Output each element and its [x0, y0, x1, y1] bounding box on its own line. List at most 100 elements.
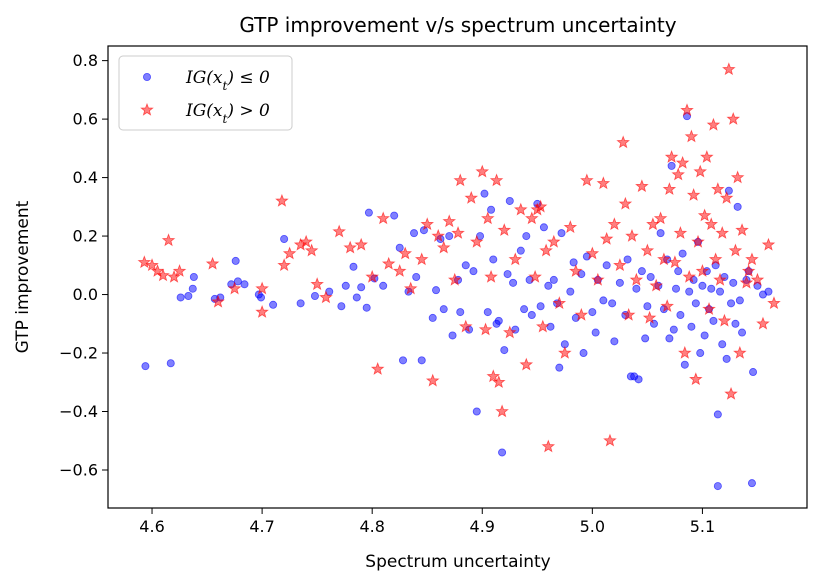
star-point-7	[205, 256, 220, 270]
circle-point-95	[634, 375, 643, 384]
circle-point-80	[579, 349, 588, 358]
star-point-96	[680, 103, 694, 117]
star-point-115	[722, 62, 736, 76]
star-point-32	[425, 373, 440, 387]
star-point-64	[558, 345, 572, 359]
circle-point-17	[310, 292, 319, 301]
star-point-37	[451, 225, 465, 239]
circle-point-19	[337, 302, 346, 311]
x-axis-label: Spectrum uncertainty	[365, 552, 550, 572]
circle-point-82	[588, 308, 597, 317]
circle-point-63	[522, 232, 531, 241]
star-point-92	[671, 167, 685, 181]
circle-point-70	[546, 322, 555, 331]
circle-point-96	[637, 267, 646, 276]
circle-point-59	[509, 278, 518, 287]
star-point-80	[629, 272, 644, 286]
star-point-52	[508, 252, 523, 266]
star-point-63	[552, 296, 567, 310]
star-point-58	[533, 199, 548, 213]
star-point-95	[678, 345, 692, 359]
star-point-60	[539, 243, 553, 257]
circle-point-52	[489, 255, 498, 264]
star-point-97	[682, 269, 697, 283]
circle-point-23	[357, 283, 366, 292]
star-point-53	[514, 202, 528, 216]
circle-point-111	[678, 249, 687, 258]
star-point-41	[469, 234, 484, 248]
circle-point-34	[417, 356, 426, 365]
circle-point-74	[557, 229, 566, 238]
circle-point-130	[718, 340, 727, 349]
star-point-94	[675, 155, 690, 169]
y-tick-label: −0.2	[59, 344, 98, 363]
star-point-74	[607, 217, 622, 231]
star-point-88	[660, 299, 674, 313]
y-axis-label: GTP improvement	[13, 200, 33, 353]
star-point-72	[599, 231, 614, 245]
star-point-128	[767, 296, 781, 310]
star-point-98	[684, 129, 699, 143]
circle-point-2	[176, 293, 185, 302]
star-point-125	[750, 272, 765, 286]
circle-point-47	[472, 407, 481, 416]
circle-point-35	[419, 226, 428, 235]
star-point-117	[726, 111, 741, 125]
circle-point-89	[615, 278, 624, 287]
circle-point-57	[503, 270, 512, 279]
star-point-78	[621, 307, 636, 321]
star-point-6	[172, 264, 187, 277]
star-point-105	[700, 149, 714, 163]
circle-point-142	[747, 479, 756, 488]
circle-point-13	[257, 293, 266, 302]
circle-point-16	[296, 299, 305, 308]
x-tick-label: 5.0	[580, 517, 605, 536]
star-point-127	[761, 237, 776, 251]
star-point-14	[282, 246, 297, 260]
circle-point-51	[487, 205, 496, 214]
circle-point-99	[646, 272, 655, 281]
star-point-12	[275, 193, 289, 207]
star-point-30	[414, 252, 429, 266]
circle-point-30	[399, 356, 408, 365]
star-point-62	[547, 234, 561, 248]
star-point-38	[453, 173, 468, 187]
plot-frame	[107, 45, 808, 509]
circle-point-5	[189, 272, 198, 281]
x-tick-label: 4.9	[470, 517, 495, 536]
y-axis: −0.6 −0.4 −0.2 0.0 0.2 0.4 0.6 0.8	[59, 51, 108, 479]
star-point-82	[640, 243, 655, 257]
circle-point-14	[269, 300, 278, 309]
circle-point-27	[379, 281, 388, 290]
circle-point-114	[685, 287, 694, 296]
legend: IG(xt) ≤ 0 IG(xt) > 0	[118, 55, 293, 131]
star-point-109	[708, 252, 723, 266]
circle-point-32	[410, 229, 419, 238]
circle-point-33	[412, 272, 421, 281]
star-point-29	[403, 281, 418, 295]
star-point-23	[365, 269, 379, 283]
star-point-66	[569, 264, 583, 277]
circle-point-28	[390, 211, 399, 220]
circle-point-3	[184, 292, 193, 301]
circle-point-138	[735, 296, 744, 305]
circle-point-121	[700, 331, 709, 340]
circle-point-136	[731, 319, 740, 328]
circle-point-106	[667, 161, 676, 170]
star-point-54	[519, 357, 534, 371]
star-point-22	[354, 237, 368, 251]
circle-point-36	[428, 313, 437, 322]
star-point-103	[695, 264, 710, 277]
star-point-48	[491, 375, 506, 389]
circle-point-22	[352, 293, 361, 302]
circle-point-49	[480, 189, 489, 198]
circle-point-71	[549, 275, 558, 284]
star-point-112	[715, 225, 730, 239]
star-point-104	[697, 208, 712, 222]
circle-point-97	[641, 334, 650, 343]
circle-point-108	[672, 284, 681, 293]
circle-point-83	[591, 328, 600, 337]
star-point-28	[398, 246, 413, 260]
circle-point-65	[527, 311, 536, 320]
